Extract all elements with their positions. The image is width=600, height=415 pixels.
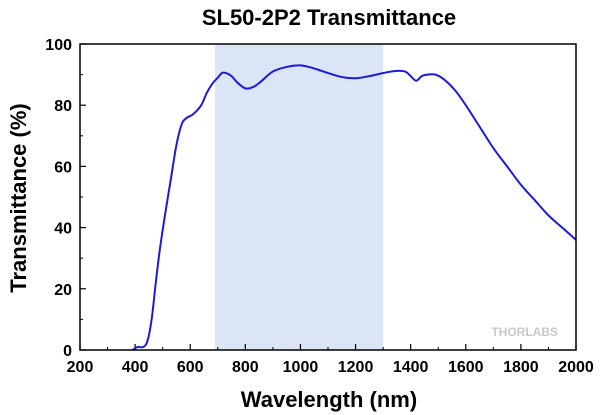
thorlabs-watermark: THORLABS — [491, 325, 558, 339]
y-tick-label: 80 — [54, 98, 72, 115]
x-tick-label: 1200 — [338, 359, 374, 376]
transmittance-line — [131, 64, 577, 351]
x-tick-label: 1000 — [283, 359, 319, 376]
chart-title: SL50-2P2 Transmittance — [202, 5, 456, 30]
plot-frame — [79, 43, 577, 351]
y-tick-label: 20 — [54, 282, 72, 299]
y-tick-label: 0 — [63, 343, 72, 360]
tick-labels: 200 400 600 800 1000 1200 1400 1600 1800 2000 0 20 4… — [45, 37, 594, 376]
y-tick-label: 100 — [45, 37, 72, 54]
y-axis-label: Transmittance (%) — [6, 103, 31, 293]
y-tick-label: 60 — [54, 159, 72, 176]
x-tick-label: 600 — [177, 359, 204, 376]
x-tick-label: 800 — [232, 359, 259, 376]
x-tick-label: 1400 — [393, 359, 429, 376]
x-tick-label: 1800 — [503, 359, 539, 376]
x-tick-label: 400 — [122, 359, 149, 376]
highlight-band — [215, 44, 384, 350]
x-tick-label: 1600 — [448, 359, 484, 376]
x-tick-label: 2000 — [558, 359, 594, 376]
x-tick-label: 200 — [67, 359, 94, 376]
x-axis-label: Wavelength (nm) — [241, 387, 417, 412]
y-tick-label: 40 — [54, 221, 72, 238]
